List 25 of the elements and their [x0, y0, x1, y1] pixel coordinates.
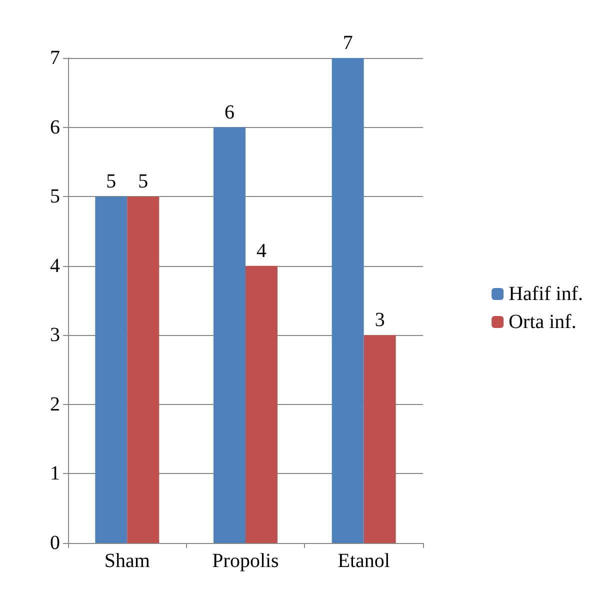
- y-tick-label: 0: [50, 532, 60, 554]
- data-label: 4: [256, 240, 266, 262]
- y-tick-label: 7: [50, 47, 60, 69]
- bar: [246, 266, 278, 543]
- data-label: 5: [106, 170, 116, 193]
- data-label: 6: [224, 101, 234, 124]
- x-tick-label: Etanol: [338, 550, 390, 572]
- bar: [332, 58, 364, 543]
- y-tick-label: 4: [50, 254, 60, 277]
- y-tick-label: 6: [50, 116, 60, 138]
- bar: [214, 127, 246, 543]
- data-label: 3: [374, 309, 385, 332]
- y-tick-label: 1: [50, 462, 60, 485]
- bar: [127, 196, 160, 543]
- y-tick-label: 3: [50, 324, 60, 346]
- x-tick-label: Propolis: [212, 550, 280, 572]
- y-tick-label: 5: [50, 186, 60, 208]
- bar: [364, 335, 396, 543]
- legend-label: Orta inf.: [508, 311, 576, 333]
- data-label: 7: [342, 32, 353, 54]
- x-tick-label: Sham: [104, 550, 150, 572]
- bar: [95, 196, 128, 543]
- y-tick-label: 2: [50, 393, 60, 416]
- data-label: 5: [138, 170, 148, 193]
- legend-label: Hafif inf.: [508, 283, 584, 305]
